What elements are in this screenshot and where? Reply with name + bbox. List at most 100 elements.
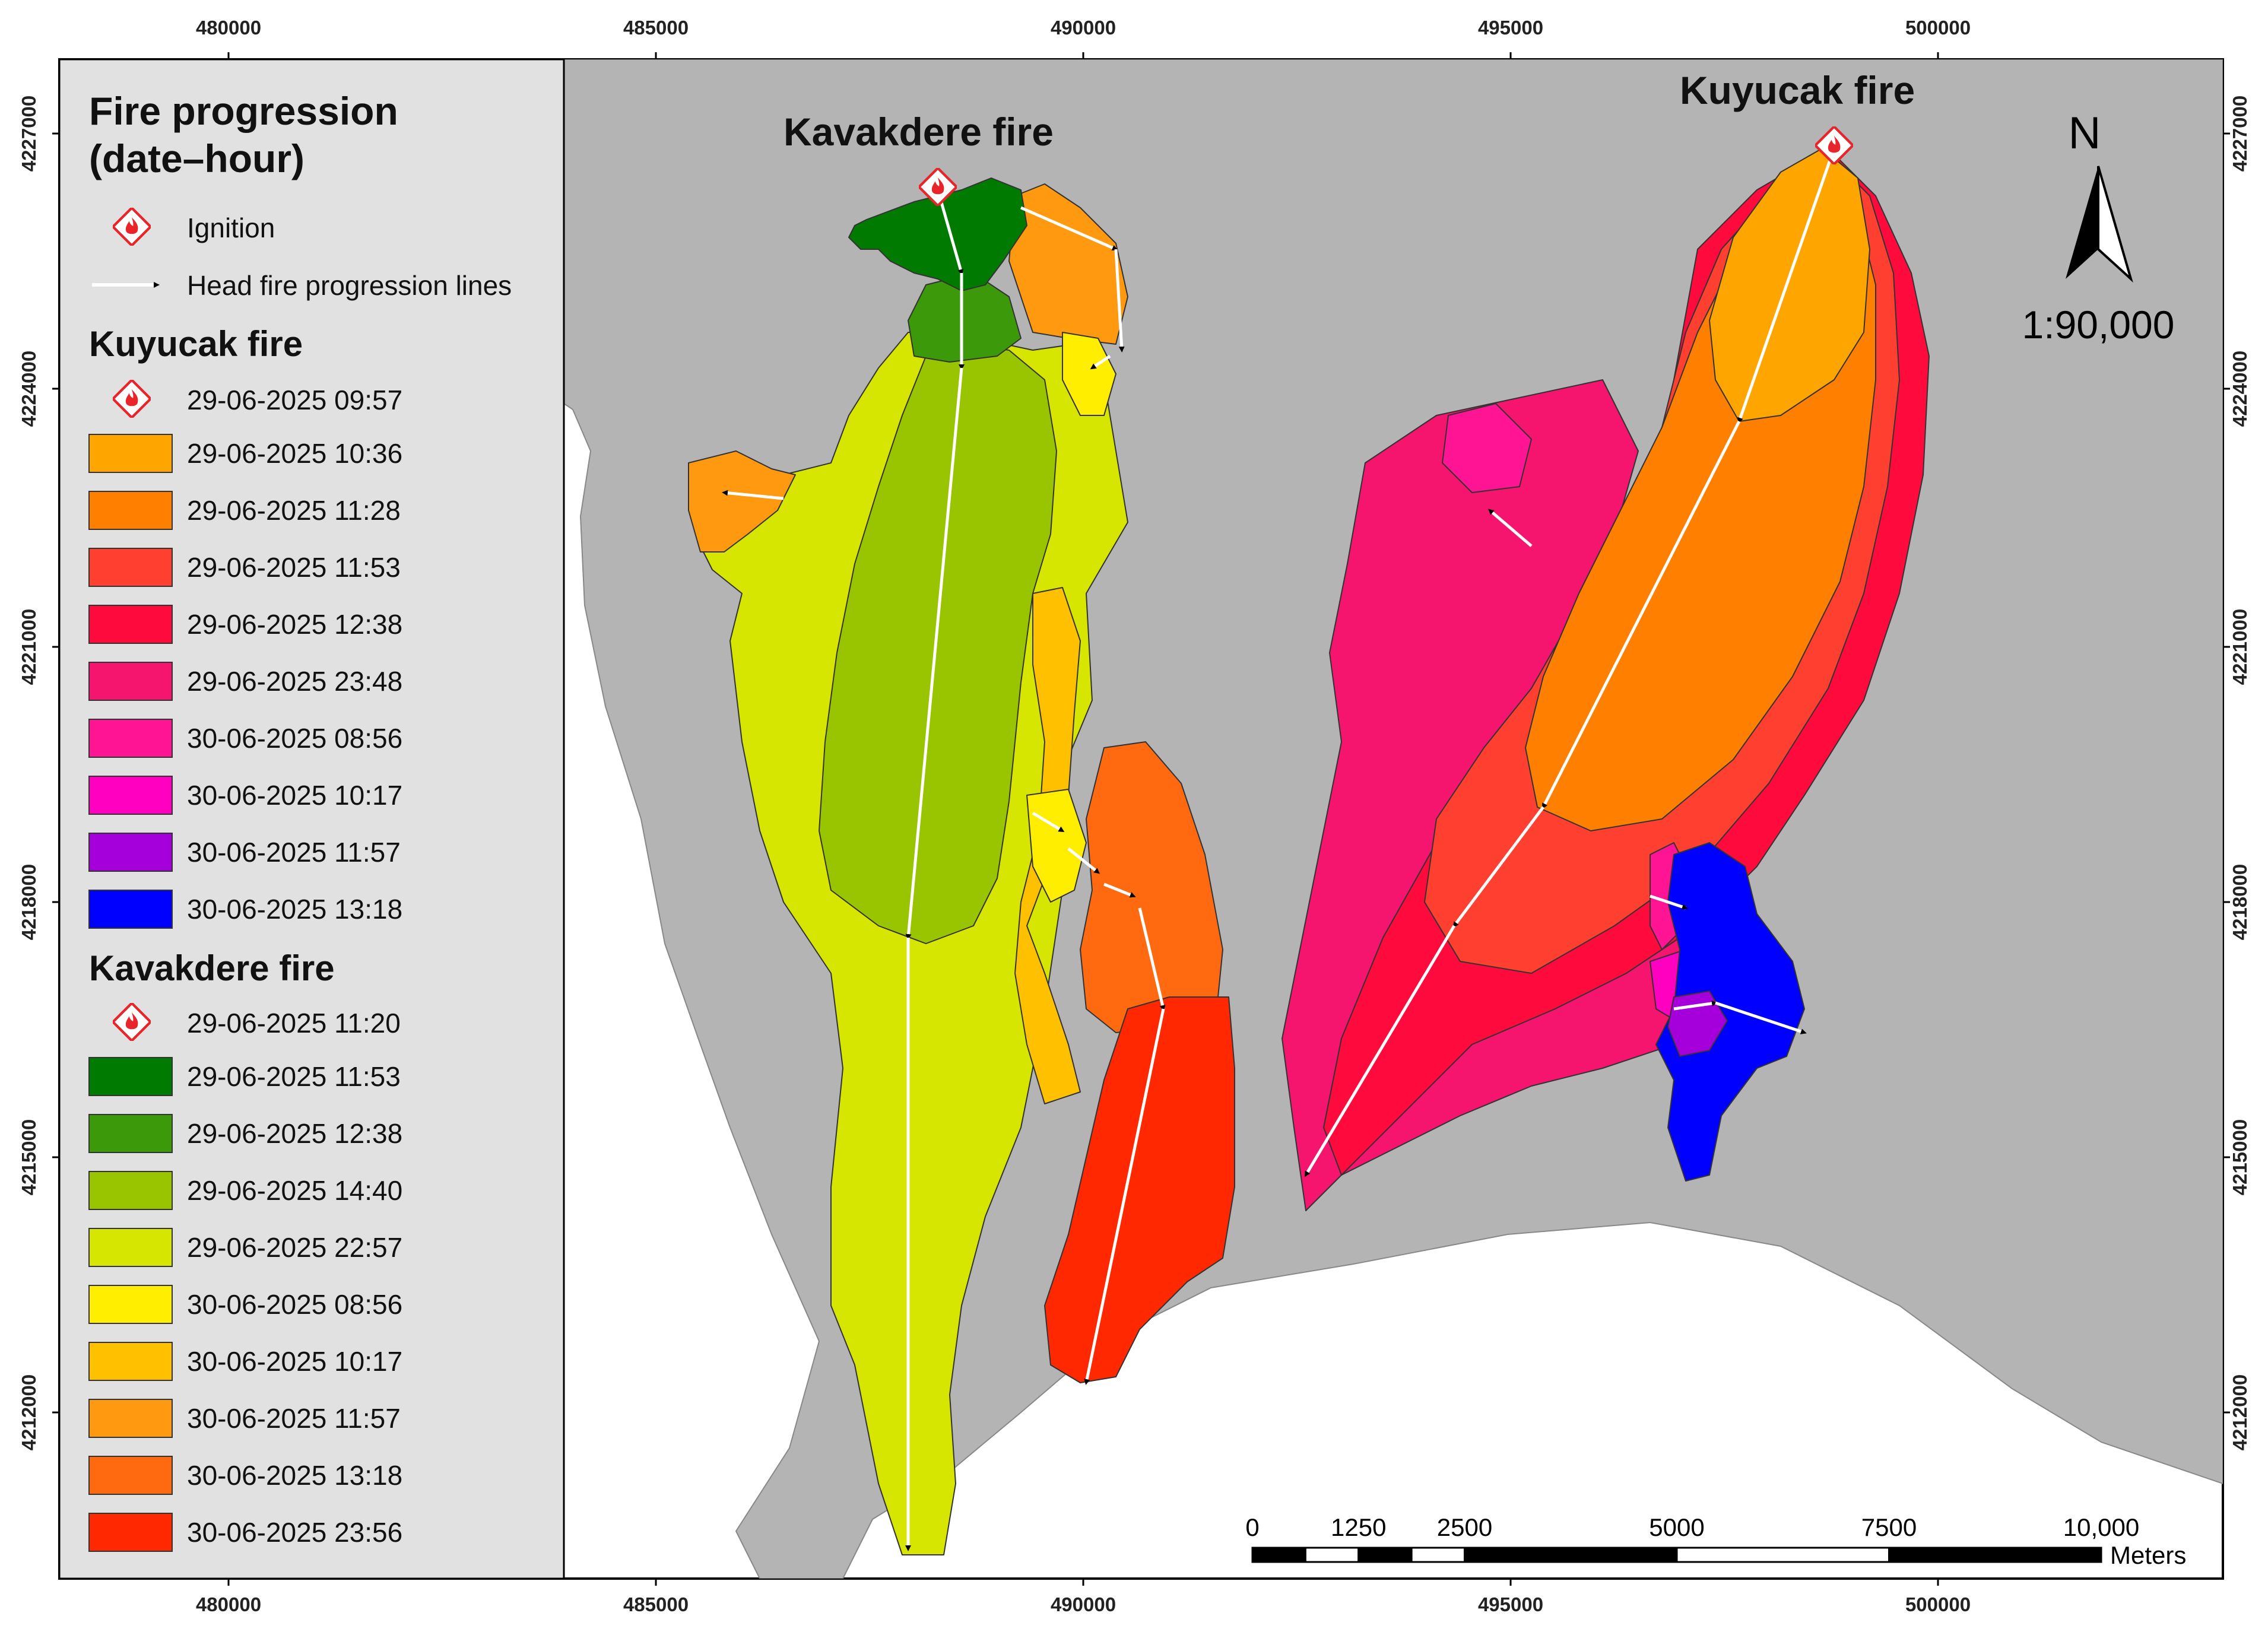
legend-kavakdere-item-label: 30-06-2025 23:56 xyxy=(187,1517,402,1548)
legend-kavakdere-item-swatch xyxy=(88,1171,173,1210)
legend-kuyucak-item-swatch xyxy=(88,605,173,644)
legend-kuyucak-item-label: 30-06-2025 11:57 xyxy=(187,837,401,868)
scale-ratio: 1:90,000 xyxy=(2022,303,2175,347)
legend-kavakdere-item-label: 29-06-2025 22:57 xyxy=(187,1232,402,1263)
legend-kuyucak-item-label: 30-06-2025 13:18 xyxy=(187,894,402,925)
north-arrow-icon xyxy=(2066,166,2133,283)
legend-kuyucak-item-label: 30-06-2025 10:17 xyxy=(187,780,402,811)
kavakdere-fire-label: Kavakdere fire xyxy=(784,110,1054,154)
legend-kuyucak-item-swatch xyxy=(88,719,173,758)
legend-kavakdere-item-label: 30-06-2025 13:18 xyxy=(187,1460,402,1491)
kavakdere-perimeter-23-56 xyxy=(1044,996,1235,1383)
scale-bar-label: 5000 xyxy=(1649,1513,1704,1541)
legend-kuyucak-item-swatch xyxy=(88,890,173,929)
scale-bar-label: 10,000 xyxy=(2063,1513,2139,1541)
legend-kuyucak-item-swatch xyxy=(88,548,173,587)
legend-progression-label: Head fire progression lines xyxy=(187,270,512,301)
scale-bar-label: 0 xyxy=(1245,1513,1259,1541)
legend-kuyucak-item-swatch xyxy=(88,776,173,815)
scale-bar-segment xyxy=(1464,1547,1678,1563)
legend-kavakdere-item-label: 29-06-2025 12:38 xyxy=(187,1118,402,1149)
scale-bar-segment xyxy=(1304,1547,1360,1563)
scale-bar: 0 1250 2500 5000 7500 10,000 Meters xyxy=(1245,1513,2186,1569)
legend-kavakdere-item-swatch xyxy=(88,1342,173,1381)
y-tick-label: 4212000 xyxy=(18,1374,40,1450)
legend-kuyucak-ignition: 29-06-2025 09:57 xyxy=(187,385,402,415)
kavakdere-fire-perimeters xyxy=(688,177,1235,1555)
x-tick-label: 480000 xyxy=(196,17,261,39)
legend-kavakdere-item-swatch xyxy=(88,1285,173,1324)
legend-title: Fire progression xyxy=(89,89,398,133)
scale-bar-segment xyxy=(1888,1547,2102,1563)
legend-kavakdere-item-swatch xyxy=(88,1057,173,1096)
legend-kavakdere-item-swatch xyxy=(88,1228,173,1267)
legend-kuyucak-item-swatch xyxy=(88,833,173,872)
y-tick-label: 4218000 xyxy=(18,864,40,940)
legend-kavakdere-item-label: 30-06-2025 10:17 xyxy=(187,1346,402,1377)
x-axis-bottom-ticks: 480000 485000 490000 495000 500000 xyxy=(196,1579,1971,1615)
x-tick-label: 485000 xyxy=(623,17,689,39)
y-tick-label: 4224000 xyxy=(18,351,40,427)
head-fire-progression-lines xyxy=(722,148,1836,1551)
legend-kuyucak-item-label: 29-06-2025 10:36 xyxy=(187,438,402,469)
legend-kavakdere-ignition: 29-06-2025 11:20 xyxy=(187,1008,401,1039)
y-tick-label: 4221000 xyxy=(2229,609,2251,685)
x-axis-top-ticks: 480000 485000 490000 495000 500000 xyxy=(196,17,1971,59)
kavakdere-perimeter-14-40 xyxy=(819,344,1057,944)
kavakdere-perimeter-11-57 xyxy=(688,183,1128,553)
legend-kuyucak-item-label: 29-06-2025 11:28 xyxy=(187,495,401,526)
x-tick-label: 485000 xyxy=(623,1593,689,1615)
y-tick-label: 4215000 xyxy=(18,1119,40,1195)
legend-title-2: (date–hour) xyxy=(89,136,304,180)
legend-kuyucak-item-swatch xyxy=(88,434,173,473)
legend-kavakdere-heading: Kavakdere fire xyxy=(89,948,335,988)
y-tick-label: 4215000 xyxy=(2229,1119,2251,1195)
y-tick-label: 4227000 xyxy=(18,96,40,172)
scale-bar-label: 1250 xyxy=(1331,1513,1386,1541)
legend-kuyucak-heading: Kuyucak fire xyxy=(89,324,303,364)
kavakdere-perimeter-11-53 xyxy=(848,177,1027,291)
scale-bar-label: 7500 xyxy=(1861,1513,1917,1541)
x-tick-label: 490000 xyxy=(1051,1593,1116,1615)
legend-kuyucak-item-label: 29-06-2025 23:48 xyxy=(187,666,402,697)
legend-panel xyxy=(58,58,565,1580)
legend-kuyucak-item-label: 30-06-2025 08:56 xyxy=(187,723,402,754)
legend-kavakdere-item-label: 30-06-2025 11:57 xyxy=(187,1403,401,1434)
legend-kavakdere-item-label: 29-06-2025 14:40 xyxy=(187,1175,402,1206)
y-tick-label: 4212000 xyxy=(2229,1374,2251,1450)
y-tick-label: 4221000 xyxy=(18,609,40,685)
scale-bar-segment xyxy=(1410,1547,1466,1563)
legend-kavakdere-item-swatch xyxy=(88,1399,173,1438)
y-axis-right-ticks: 4227000 4224000 4221000 4218000 4215000 42120… xyxy=(2223,96,2251,1450)
x-tick-label: 500000 xyxy=(1905,1593,1971,1615)
legend-kavakdere-item-swatch xyxy=(88,1456,173,1495)
legend-kavakdere-item-label: 30-06-2025 08:56 xyxy=(187,1289,402,1320)
legend-kavakdere-item-swatch xyxy=(88,1114,173,1153)
legend-kuyucak-item-label: 29-06-2025 12:38 xyxy=(187,609,402,640)
legend-kuyucak-items: 29-06-2025 10:36 29-06-2025 11:28 29-06-20… xyxy=(88,434,402,929)
kuyucak-fire-label: Kuyucak fire xyxy=(1680,68,1915,112)
y-axis-left-ticks: 4227000 4224000 4221000 4218000 4215000 42120… xyxy=(18,96,59,1450)
scale-bar-unit: Meters xyxy=(2110,1541,2186,1569)
scale-bar-segment xyxy=(1357,1547,1413,1563)
legend-kavakdere-item-label: 29-06-2025 11:53 xyxy=(187,1061,401,1092)
legend-kuyucak-item-swatch xyxy=(88,662,173,701)
legend-ignition-label: Ignition xyxy=(187,212,275,243)
x-tick-label: 480000 xyxy=(196,1593,261,1615)
kuyucak-perimeter-10-36 xyxy=(1709,148,1870,422)
y-tick-label: 4218000 xyxy=(2229,864,2251,940)
legend-kuyucak-item-label: 29-06-2025 11:53 xyxy=(187,552,401,583)
y-tick-label: 4227000 xyxy=(2229,96,2251,172)
legend-kavakdere-item-swatch xyxy=(88,1513,173,1552)
scale-bar-label: 2500 xyxy=(1437,1513,1492,1541)
kavakdere-perimeter-08-56 xyxy=(1026,332,1116,903)
scale-bar-segment xyxy=(1676,1547,1890,1563)
legend-kavakdere-items: 29-06-2025 11:53 29-06-2025 12:38 29-06-20… xyxy=(88,1057,402,1552)
scale-bar-segment xyxy=(1251,1547,1306,1563)
x-tick-label: 500000 xyxy=(1905,17,1971,39)
x-tick-label: 490000 xyxy=(1051,17,1116,39)
y-tick-label: 4224000 xyxy=(2229,351,2251,427)
legend-kuyucak-item-swatch xyxy=(88,491,173,530)
x-tick-label: 495000 xyxy=(1478,1593,1543,1615)
